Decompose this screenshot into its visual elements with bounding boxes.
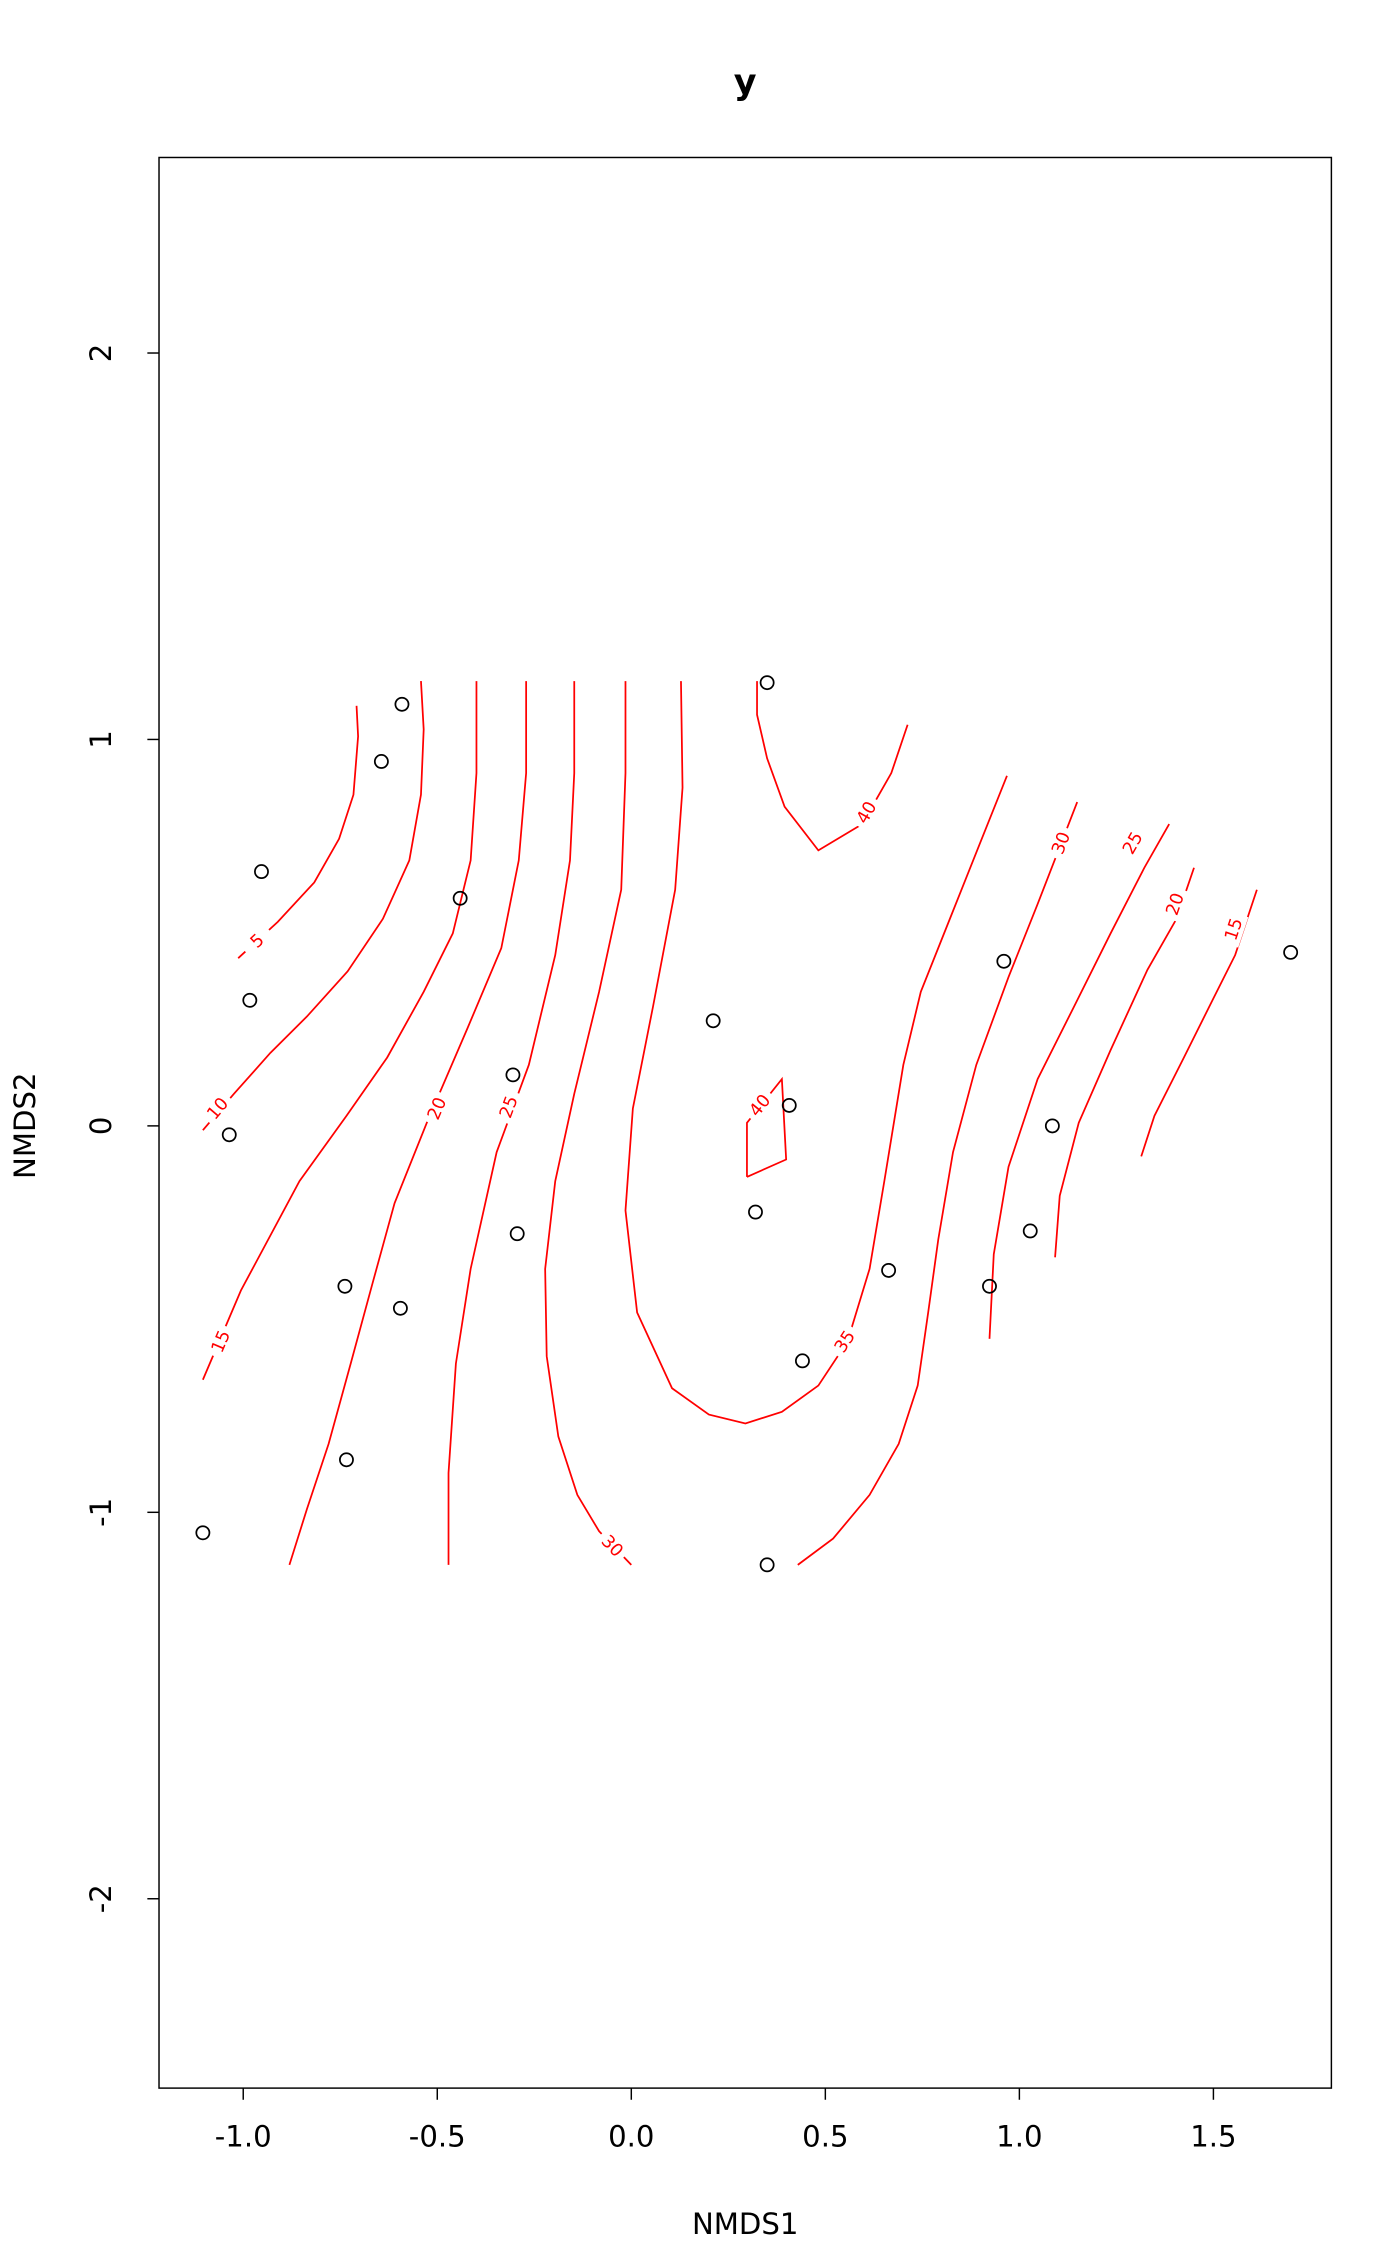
x-tick-label: 1.5: [1190, 2119, 1236, 2153]
site-point: [996, 953, 1012, 969]
contour-label-bg: [205, 1322, 237, 1361]
x-tick-label: -1.0: [215, 2119, 272, 2153]
x-axis-label: NMDS1: [692, 2207, 798, 2241]
contour-line-40: [756, 681, 909, 852]
contour-label-bg: [421, 1089, 453, 1128]
site-point: [221, 1127, 237, 1143]
site-point: [242, 992, 258, 1008]
site-point: [748, 1204, 763, 1220]
contour-label-bg: [1160, 885, 1190, 923]
y-tick-label: 1: [84, 730, 118, 749]
site-point: [373, 754, 389, 769]
site-point: [452, 890, 468, 906]
contour-line-5: [237, 705, 359, 959]
contour-line-25: [988, 823, 1170, 1339]
y-tick-label: 0: [84, 1117, 118, 1136]
x-tick-label: -0.5: [409, 2119, 466, 2153]
contour-line-30: [544, 681, 632, 1566]
contour-label-bg: [849, 793, 884, 832]
y-tick-label: -1: [84, 1498, 118, 1527]
contour-label-bg: [1218, 910, 1249, 948]
contour-label-bg: [1115, 824, 1150, 863]
site-point: [1044, 1118, 1060, 1134]
contour-label-bg: [593, 1527, 631, 1565]
site-point: [881, 1262, 897, 1278]
contour-label-bg: [238, 922, 276, 960]
site-point: [195, 1525, 211, 1541]
y-tick-label: 2: [84, 344, 118, 363]
contour-line-35: [624, 681, 1008, 1425]
site-point: [795, 1353, 810, 1369]
contour-label-bg: [1045, 824, 1077, 862]
contour-line-20: [288, 681, 528, 1566]
contour-label-bg: [741, 1086, 778, 1125]
contour-line-15: [202, 681, 478, 1381]
site-point: [705, 1013, 721, 1029]
y-tick-label: -2: [84, 1884, 118, 1913]
contour-label-bg: [199, 1089, 236, 1128]
contour-label-bg: [493, 1088, 524, 1126]
site-point: [394, 696, 410, 712]
site-point: [781, 1097, 797, 1113]
site-point: [505, 1067, 521, 1083]
x-tick-label: 0.5: [802, 2119, 848, 2153]
axes: -1.0 -0.5 0.0 0.5 1.0 1.5 -2 -1 0 1 2: [84, 344, 1237, 2154]
site-point: [254, 864, 269, 880]
y-axis-label: NMDS2: [8, 1072, 42, 1178]
contour-line-30: [797, 801, 1079, 1566]
site-point: [339, 1452, 354, 1468]
contour-line-10: [202, 681, 425, 1131]
site-point: [759, 1557, 775, 1573]
chart-title: y: [734, 62, 757, 102]
contour-label-bg: [827, 1322, 863, 1361]
site-point: [759, 675, 775, 691]
contour-line-40: [746, 1076, 788, 1178]
site-point: [509, 1226, 525, 1242]
plot-frame: [158, 156, 1333, 2089]
site-point: [1283, 944, 1299, 960]
site-point: [392, 1300, 408, 1316]
site-point: [337, 1278, 353, 1294]
site-points: [195, 675, 1299, 1573]
x-tick-label: 1.0: [996, 2119, 1042, 2153]
contour-line-20: [1054, 867, 1195, 1258]
site-point: [1022, 1223, 1038, 1239]
site-point: [982, 1278, 997, 1294]
x-tick-label: 0.0: [608, 2119, 654, 2153]
